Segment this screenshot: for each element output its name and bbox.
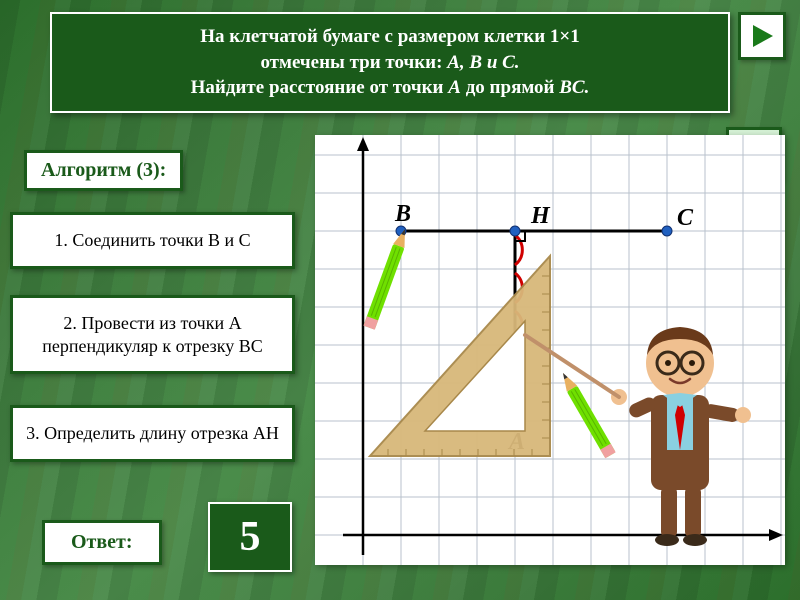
algorithm-label: Алгоритм (3): (24, 150, 183, 191)
header-line3a: Найдите расстояние от точки (191, 77, 449, 98)
algorithm-label-text: Алгоритм (3): (41, 159, 166, 181)
svg-text:C: C (677, 205, 694, 231)
header-line3b: до прямой (461, 77, 559, 98)
answer-value: 5 (208, 502, 292, 572)
header-line3-BC: BC. (559, 77, 589, 98)
answer-label-text: Ответ: (71, 531, 133, 553)
svg-text:H: H (530, 203, 551, 229)
svg-text:B: B (394, 201, 411, 227)
answer-label: Ответ: (42, 520, 162, 565)
step-1-text: 1. Соединить точки B и C (54, 230, 250, 250)
step-2: 2. Провести из точки A перпендикуляр к о… (10, 295, 295, 374)
step-3: 3. Определить длину отрезка AH (10, 405, 295, 462)
step-3-text: 3. Определить длину отрезка AH (26, 423, 279, 443)
diagram-svg: BHCA (315, 135, 785, 565)
step-2-text: 2. Провести из точки A перпендикуляр к о… (42, 313, 263, 356)
problem-statement: На клетчатой бумаге с размером клетки 1×… (50, 12, 730, 113)
diagram-panel: BHCA (315, 135, 785, 565)
step-1: 1. Соединить точки B и C (10, 212, 295, 269)
header-line1: На клетчатой бумаге с размером клетки 1×… (200, 26, 580, 47)
play-icon (747, 21, 777, 51)
header-line2a: отмечены три точки: (260, 52, 447, 73)
header-line2-points: A, B и C. (447, 52, 519, 73)
header-line3-A: A (448, 77, 461, 98)
answer-value-text: 5 (240, 513, 261, 561)
next-button[interactable] (738, 12, 786, 60)
